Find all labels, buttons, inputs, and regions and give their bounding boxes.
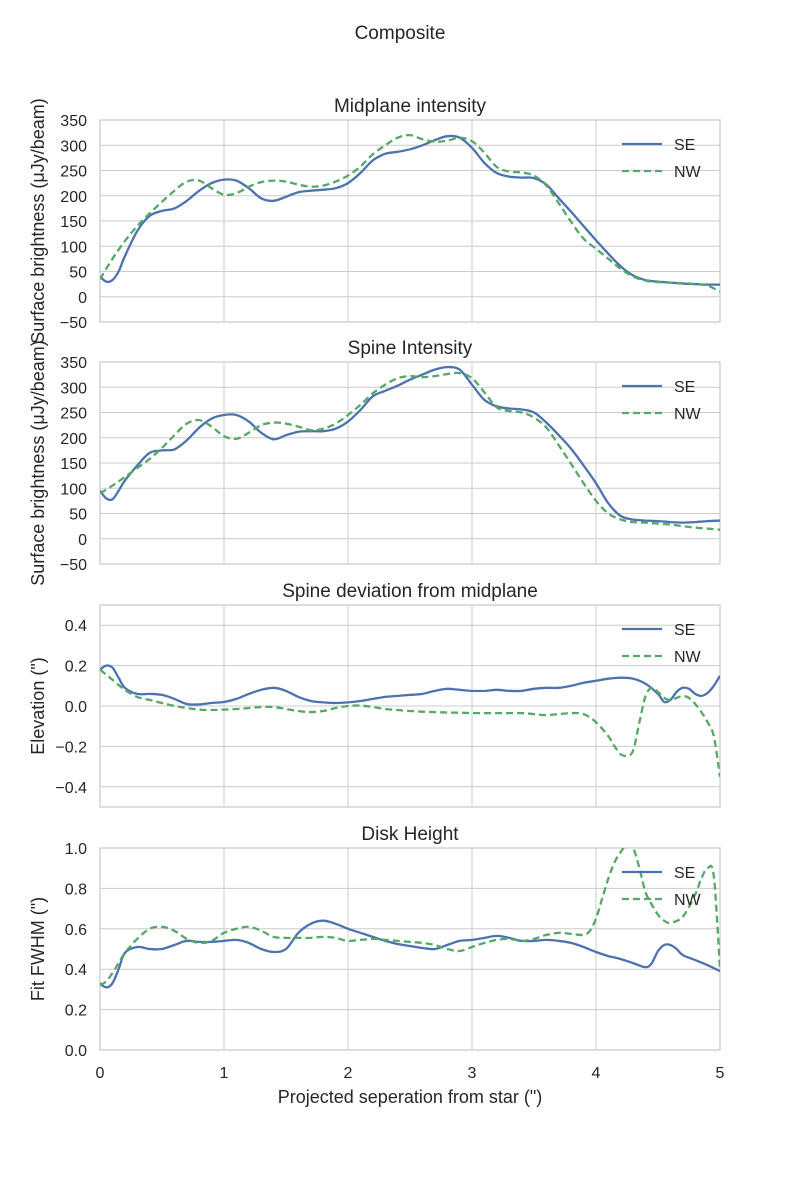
series-line-se — [100, 365, 720, 524]
plot-frame — [99, 119, 721, 323]
panel-3: −0.4 −0.2 0.0 0.2 0.4 Spine deviation from mi… — [28, 581, 721, 808]
x-tick-label: 5 — [716, 1065, 725, 1082]
y-tick-label: 0 — [78, 290, 87, 307]
legend-label-se: SE — [674, 379, 695, 396]
y-tick-label: 350 — [60, 355, 87, 372]
y-axis-label: Elevation (") — [28, 657, 48, 754]
series-line-nw — [100, 371, 720, 531]
y-tick-label: 250 — [60, 406, 87, 423]
y-tick-label: 0.0 — [65, 699, 87, 716]
y-tick-label: 0.4 — [65, 618, 87, 635]
y-tick-label: 0.8 — [65, 881, 87, 898]
y-tick-label: 200 — [60, 189, 87, 206]
y-tick-label: 0.4 — [65, 962, 87, 979]
series-line-se — [100, 134, 720, 286]
y-tick-label: 300 — [60, 138, 87, 155]
legend-label-se: SE — [674, 622, 695, 639]
y-tick-label: −0.4 — [55, 780, 87, 797]
y-tick-label: 250 — [60, 164, 87, 181]
y-tick-label: 300 — [60, 380, 87, 397]
legend-label-nw: NW — [674, 164, 702, 181]
y-tick-label: 100 — [60, 239, 87, 256]
x-tick-label: 0 — [96, 1065, 105, 1082]
y-axis-label: Surface brightness (μJy/beam) — [28, 98, 48, 343]
figure-title: Composite — [355, 23, 446, 44]
legend-label-se: SE — [674, 137, 695, 154]
y-tick-label: −50 — [60, 315, 87, 332]
legend-label-nw: NW — [674, 406, 702, 423]
y-tick-label: 0 — [78, 532, 87, 549]
y-tick-label: 150 — [60, 214, 87, 231]
y-axis-label: Surface brightness (μJy/beam) — [28, 340, 48, 585]
series-line-se — [100, 664, 720, 706]
y-tick-label: 1.0 — [65, 841, 87, 858]
y-tick-label: 150 — [60, 456, 87, 473]
y-tick-label: 50 — [69, 265, 87, 282]
plot-frame — [99, 604, 721, 808]
series-line-nw — [100, 668, 720, 777]
series-line-se — [100, 919, 720, 989]
plot-frame — [99, 847, 721, 1051]
y-tick-label: 200 — [60, 431, 87, 448]
panel-title: Midplane intensity — [334, 96, 487, 117]
x-axis-label: Projected seperation from star (") — [278, 1087, 543, 1107]
panel-title: Disk Height — [361, 824, 459, 845]
series-line-nw — [100, 133, 720, 293]
series-line-nw — [100, 848, 720, 987]
panel-4: 0.0 0.2 0.4 0.6 0.8 1.0 0 1 2 3 4 5 Disk Height Fit F… — [28, 824, 725, 1082]
y-tick-label: 100 — [60, 481, 87, 498]
y-tick-label: 350 — [60, 113, 87, 130]
panel-title: Spine deviation from midplane — [282, 581, 538, 602]
y-tick-label: 0.2 — [65, 1003, 87, 1020]
panel-title: Spine Intensity — [348, 338, 473, 359]
x-tick-label: 2 — [344, 1065, 353, 1082]
y-tick-label: −0.2 — [55, 739, 87, 756]
legend-label-nw: NW — [674, 649, 702, 666]
x-tick-label: 3 — [468, 1065, 477, 1082]
y-tick-label: 0.2 — [65, 659, 87, 676]
y-tick-label: −50 — [60, 557, 87, 574]
x-tick-label: 4 — [592, 1065, 601, 1082]
y-tick-label: 50 — [69, 507, 87, 524]
y-tick-label: 0.6 — [65, 922, 87, 939]
plot-frame — [99, 361, 721, 565]
legend-label-nw: NW — [674, 892, 702, 909]
x-tick-label: 1 — [220, 1065, 229, 1082]
panel-1: −50 0 50 100 150 200 250 300 350 Midplane intensi… — [28, 96, 721, 344]
y-tick-label: 0.0 — [65, 1043, 87, 1060]
panel-2: −50 0 50 100 150 200 250 300 350 Spine Intensity S… — [28, 338, 721, 586]
y-axis-label: Fit FWHM (") — [28, 897, 48, 1001]
legend-label-se: SE — [674, 865, 695, 882]
